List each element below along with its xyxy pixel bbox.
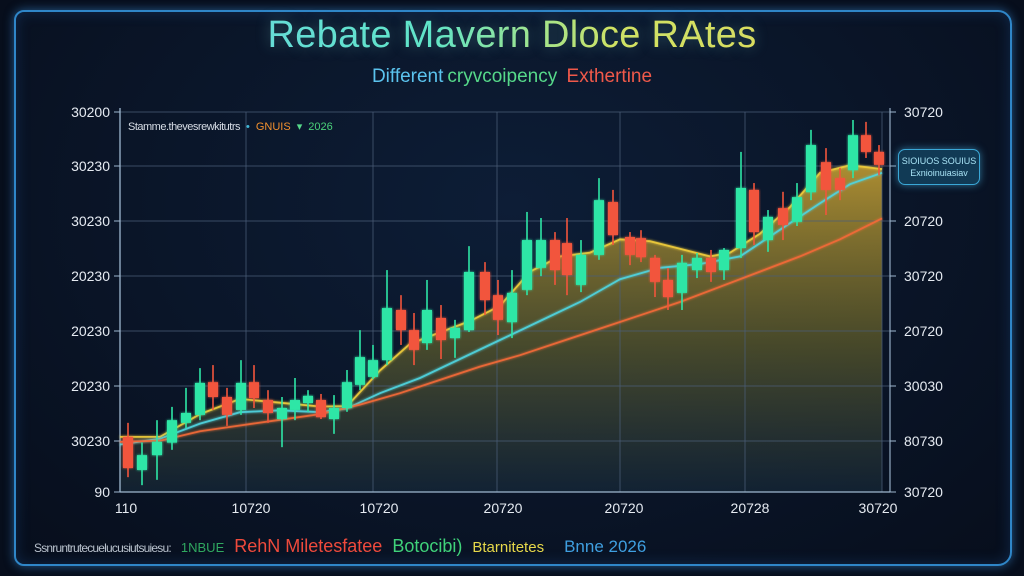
inner-legend: Stamme.thevesrewkitutrs • GNUIS ▾ 2026 [128, 120, 333, 134]
bottom-legend-item-4: Btarnitetes [472, 539, 545, 556]
subtitle-part-1: Different [371, 66, 444, 87]
bottom-legend: Ssnruntrutecuelucusiutsuiesu: 1NBUE RehN… [34, 536, 646, 557]
legend-chevron-icon: ▾ [296, 121, 303, 133]
y-tick-right-5: 80730 [904, 433, 943, 449]
x-tick-0: 110 [114, 500, 138, 516]
callout-line-1: SIOIUOS SOUIUS [901, 156, 977, 166]
y-tick-right-2: 30720 [904, 268, 943, 284]
x-tick-5: 20728 [730, 500, 770, 516]
inner-legend-series-c: 2026 [308, 120, 333, 133]
y-tick-left-1: 30230 [71, 158, 110, 174]
x-tick-2: 10720 [359, 500, 399, 516]
subtitle-part-2: cryvcoipency [447, 66, 558, 87]
y-tick-left-2: 30230 [71, 213, 110, 229]
y-tick-left-0: 30200 [71, 104, 110, 120]
y-tick-right-6: 30720 [904, 484, 943, 500]
x-tick-3: 20720 [483, 500, 523, 516]
chart-title: Rebate Mavern Dloce RAtes [0, 14, 1024, 57]
price-callout: SIOIUOS SOUIUS Exnioinuiasiav [898, 149, 980, 185]
y-tick-left-4: 20230 [71, 323, 110, 339]
subtitle-part-3: Exthertine [566, 66, 653, 87]
bottom-legend-item-3: Botocibi) [392, 536, 463, 556]
chart-subtitle: Different cryvcoipency Exthertine [0, 66, 1024, 88]
y-tick-left-7: 90 [94, 484, 110, 500]
x-tick-6: 30720 [858, 500, 898, 516]
y-tick-left-3: 20230 [71, 268, 110, 284]
y-tick-left-5: 20230 [71, 378, 110, 394]
x-tick-1: 10720 [231, 500, 271, 516]
y-tick-right-4: 30030 [904, 378, 943, 394]
callout-line-2: Exnioinuiasiav [910, 168, 968, 178]
bottom-legend-item-1: 1NBUE [180, 540, 225, 555]
bottom-legend-item-2: RehN Miletesfatee [234, 536, 383, 556]
x-tick-4: 20720 [604, 500, 644, 516]
inner-legend-series-b: GNUIS [255, 120, 291, 133]
legend-dot-icon: • [245, 120, 250, 133]
y-tick-right-0: 30720 [904, 104, 943, 120]
y-tick-right-3: 20720 [904, 323, 943, 339]
inner-legend-label: Stamme.thevesrewkitutrs [128, 120, 240, 133]
y-tick-left-6: 30230 [71, 433, 110, 449]
bottom-legend-label: Ssnruntrutecuelucusiutsuiesu: [34, 541, 172, 555]
y-tick-right-1: 20720 [904, 213, 943, 229]
bottom-legend-item-5: Bnne 2026 [564, 537, 647, 556]
